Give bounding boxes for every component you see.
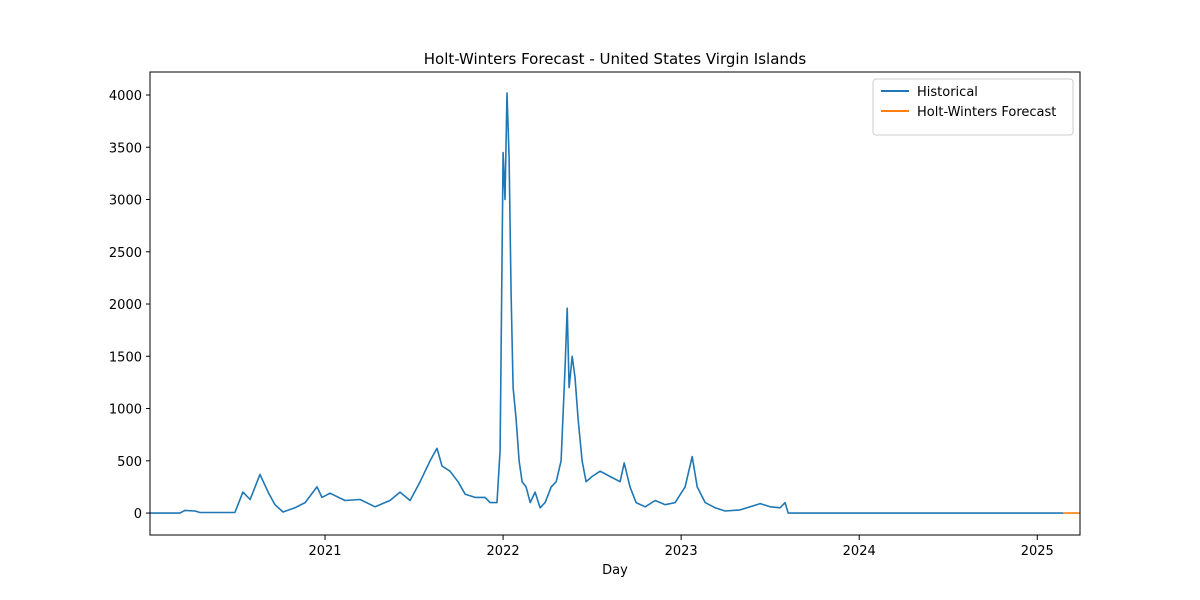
legend-box	[872, 78, 1074, 136]
plot-frame	[149, 71, 1081, 536]
legend-label: Historical	[917, 85, 978, 100]
y-tick-label: 0	[134, 507, 142, 522]
y-tick-label: 3500	[109, 141, 142, 156]
x-tick-label: 2024	[843, 544, 876, 559]
x-tick-label: 2023	[665, 544, 698, 559]
legend-label: Holt-Winters Forecast	[917, 105, 1056, 120]
x-tick-label: 2022	[487, 544, 520, 559]
y-tick-label: 1000	[109, 403, 142, 418]
x-tick-label: 2021	[308, 544, 341, 559]
x-axis-label: Day	[602, 563, 628, 578]
y-tick-label: 3000	[109, 194, 142, 209]
line-series	[150, 92, 1064, 514]
y-tick-label: 500	[117, 455, 142, 470]
y-tick-label: 2500	[109, 246, 142, 261]
x-tick-label: 2025	[1021, 544, 1054, 559]
y-tick-label: 1500	[109, 350, 142, 365]
y-tick-label: 2000	[109, 298, 142, 313]
y-tick-label: 4000	[109, 89, 142, 104]
chart-title: Holt-Winters Forecast - United States Vi…	[424, 50, 807, 68]
